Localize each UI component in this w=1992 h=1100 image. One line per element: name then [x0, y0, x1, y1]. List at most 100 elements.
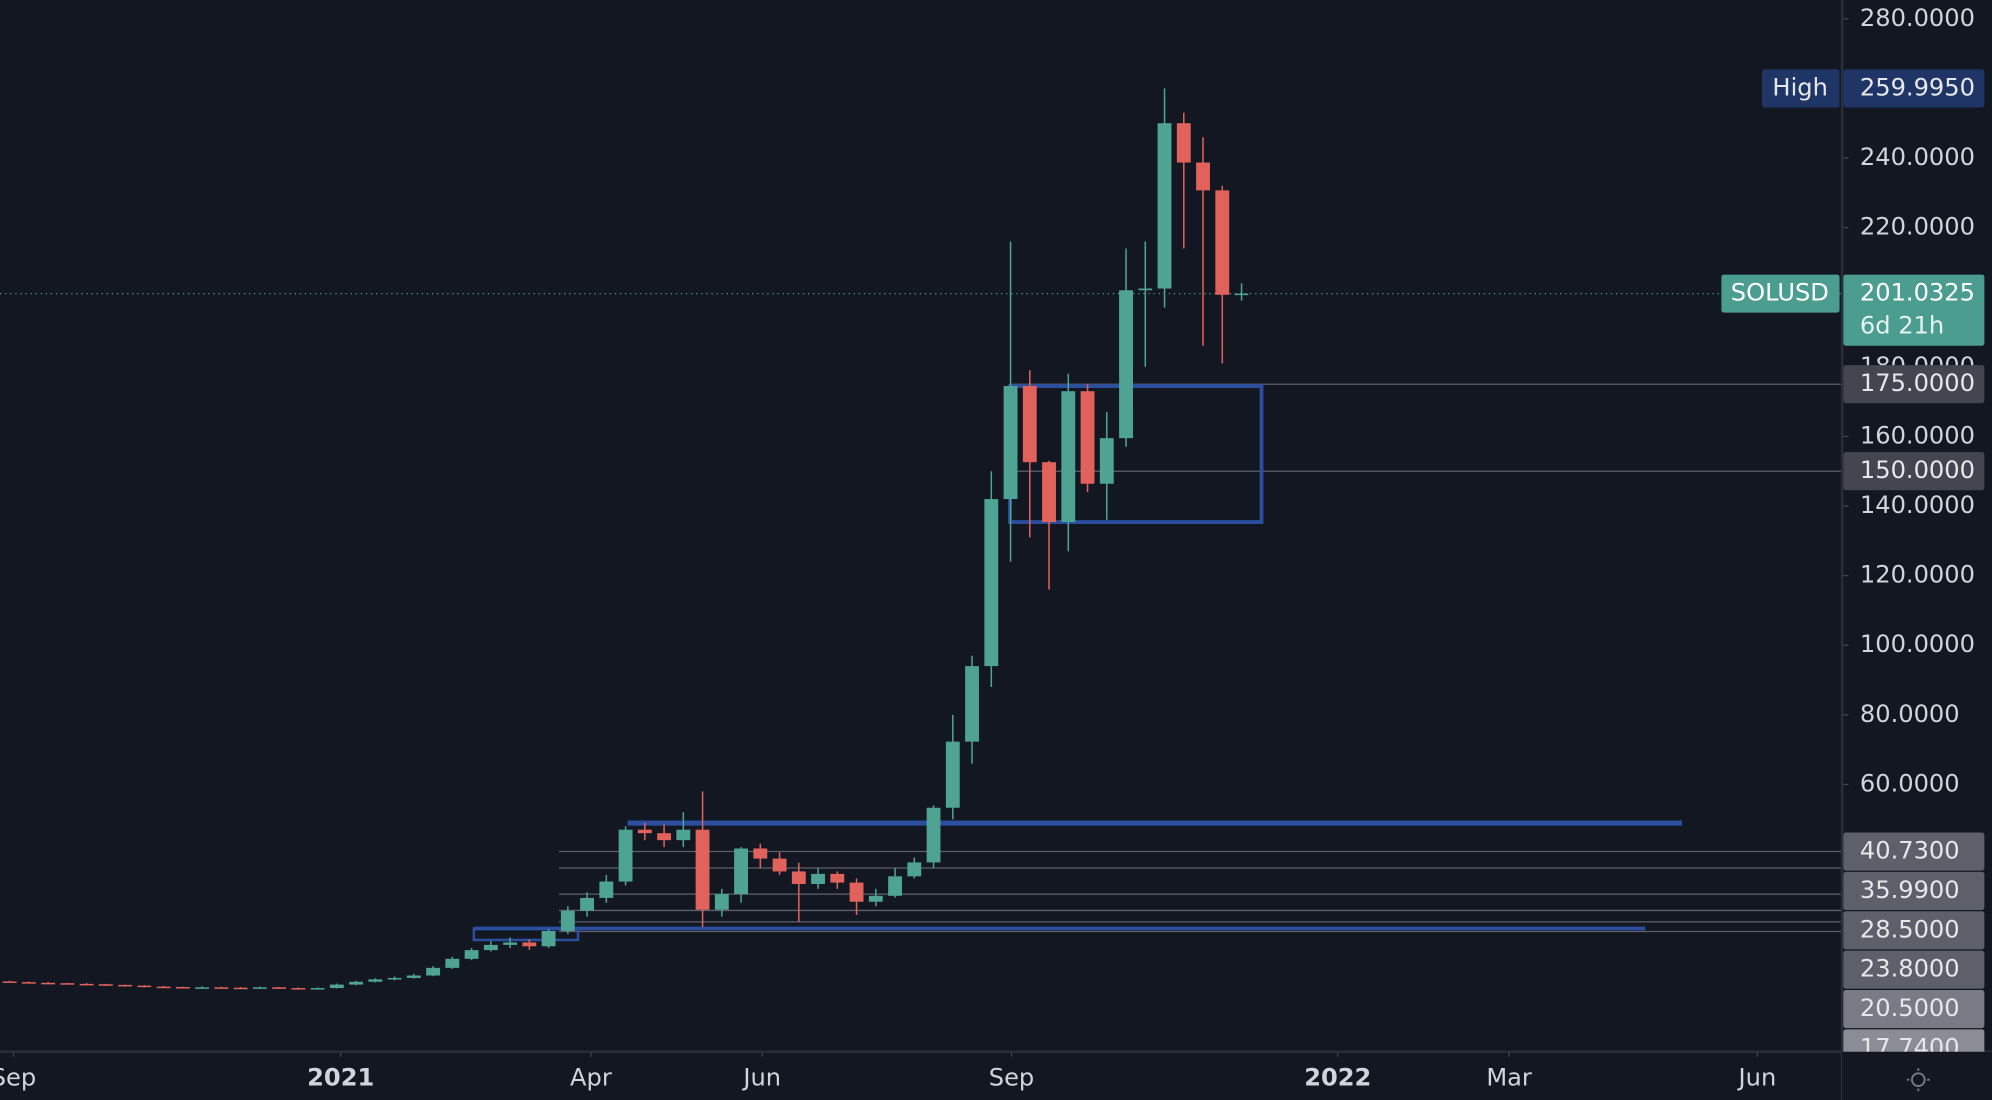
candle-body: [60, 983, 75, 985]
candle-body: [888, 876, 902, 896]
y-tick-label: 100.0000: [1860, 630, 1975, 658]
candle-body: [175, 986, 190, 989]
high-tag-box: [1762, 69, 1840, 108]
level-label: 175.0000: [1860, 369, 1975, 397]
level-label: 40.7300: [1860, 837, 1960, 865]
level-label-box: [1843, 989, 1985, 1029]
x-tick-label: Jun: [741, 1063, 781, 1091]
level-label-box: [1843, 950, 1985, 989]
settings-icon[interactable]: [1906, 1068, 1930, 1092]
candle-body: [118, 984, 133, 987]
candle-body: [695, 829, 710, 910]
candle-body: [214, 987, 229, 989]
y-tick-label: 80.0000: [1860, 700, 1960, 728]
candle-body: [98, 984, 113, 986]
candle-body: [310, 988, 325, 990]
candle-body: [791, 871, 806, 884]
x-tick-label: Jun: [1737, 1063, 1777, 1091]
candle-body: [811, 873, 825, 884]
candle-body: [618, 829, 633, 882]
candle-body: [1196, 162, 1210, 191]
candle-body: [541, 930, 556, 947]
candle-body: [406, 975, 421, 978]
high-price-label: 259.9950: [1860, 73, 1975, 101]
candle-body: [464, 950, 479, 959]
level-label: 28.5000: [1860, 915, 1960, 943]
x-tick-label: 2021: [307, 1063, 374, 1091]
candle-body: [965, 666, 979, 742]
candle-body: [41, 982, 56, 985]
high-price-box: [1843, 69, 1985, 108]
candle-body: [1080, 391, 1095, 484]
symbol-tag-box: [1721, 274, 1840, 313]
y-tick-label: 280.0000: [1860, 4, 1975, 32]
candle-body: [1234, 293, 1249, 296]
candle-body: [637, 829, 652, 834]
x-tick-label: Apr: [570, 1063, 612, 1091]
level-label: 35.9900: [1860, 876, 1960, 904]
level-label: 150.0000: [1860, 456, 1975, 484]
level-label-box: [1843, 832, 1985, 871]
candle-body: [445, 958, 460, 968]
level-label: 23.8000: [1860, 955, 1960, 983]
level-label: 20.5000: [1860, 994, 1960, 1022]
candle-body: [1003, 385, 1018, 500]
candle-body: [926, 807, 941, 863]
y-tick-label: 60.0000: [1860, 769, 1960, 797]
candle-body: [272, 987, 287, 989]
candle-body: [772, 858, 787, 872]
candle-body: [156, 986, 171, 989]
candle-body: [329, 984, 344, 989]
plot-area: [2, 88, 1683, 990]
candle-body: [21, 982, 36, 984]
y-tick-label: 220.0000: [1860, 213, 1975, 241]
candle-body: [1138, 288, 1153, 291]
candle-body: [368, 979, 383, 982]
symbol-tag-label: SOLUSD: [1731, 279, 1829, 307]
candle-body: [522, 942, 537, 947]
candle-body: [2, 981, 17, 983]
corner: [1842, 1051, 1992, 1100]
candle-body: [868, 895, 883, 902]
candle-body: [1119, 290, 1133, 439]
y-tick-label: 240.0000: [1860, 143, 1975, 171]
candle-body: [252, 987, 267, 989]
candle-body: [503, 942, 518, 945]
level-label-box: [1843, 871, 1985, 910]
countdown-label: 6d 21h: [1860, 312, 1944, 340]
candle-body: [599, 881, 614, 898]
candle-body: [1099, 438, 1114, 484]
candle-body: [1022, 385, 1037, 463]
x-tick-label: Mar: [1486, 1063, 1532, 1091]
candle-body: [753, 848, 768, 859]
y-tick-label: 140.0000: [1860, 491, 1975, 519]
x-tick-label: 2022: [1304, 1063, 1371, 1091]
y-tick-label: 120.0000: [1860, 561, 1975, 589]
candle-body: [426, 967, 441, 976]
candle-body: [483, 944, 498, 951]
level-label-box: [1843, 911, 1985, 950]
candle-body: [387, 977, 402, 980]
candle-body: [1061, 391, 1076, 523]
candle-body: [580, 897, 595, 911]
candle-body: [1042, 462, 1056, 523]
candle-body: [560, 910, 575, 931]
candle-body: [830, 873, 845, 883]
candle-body: [195, 987, 210, 989]
level-label-box: [1843, 365, 1985, 404]
candle-body: [657, 833, 672, 841]
x-tick-label: Sep: [0, 1063, 36, 1091]
x-tick-label: Sep: [989, 1063, 1034, 1091]
candle-body: [734, 848, 749, 895]
candle-body: [849, 882, 864, 902]
candle-body: [676, 829, 691, 841]
candle-body: [233, 987, 248, 990]
candle-body: [984, 499, 999, 667]
candle-body: [1157, 123, 1172, 289]
candle-body: [79, 983, 94, 986]
level-label-box: [1843, 452, 1985, 491]
candle-body: [349, 981, 364, 985]
